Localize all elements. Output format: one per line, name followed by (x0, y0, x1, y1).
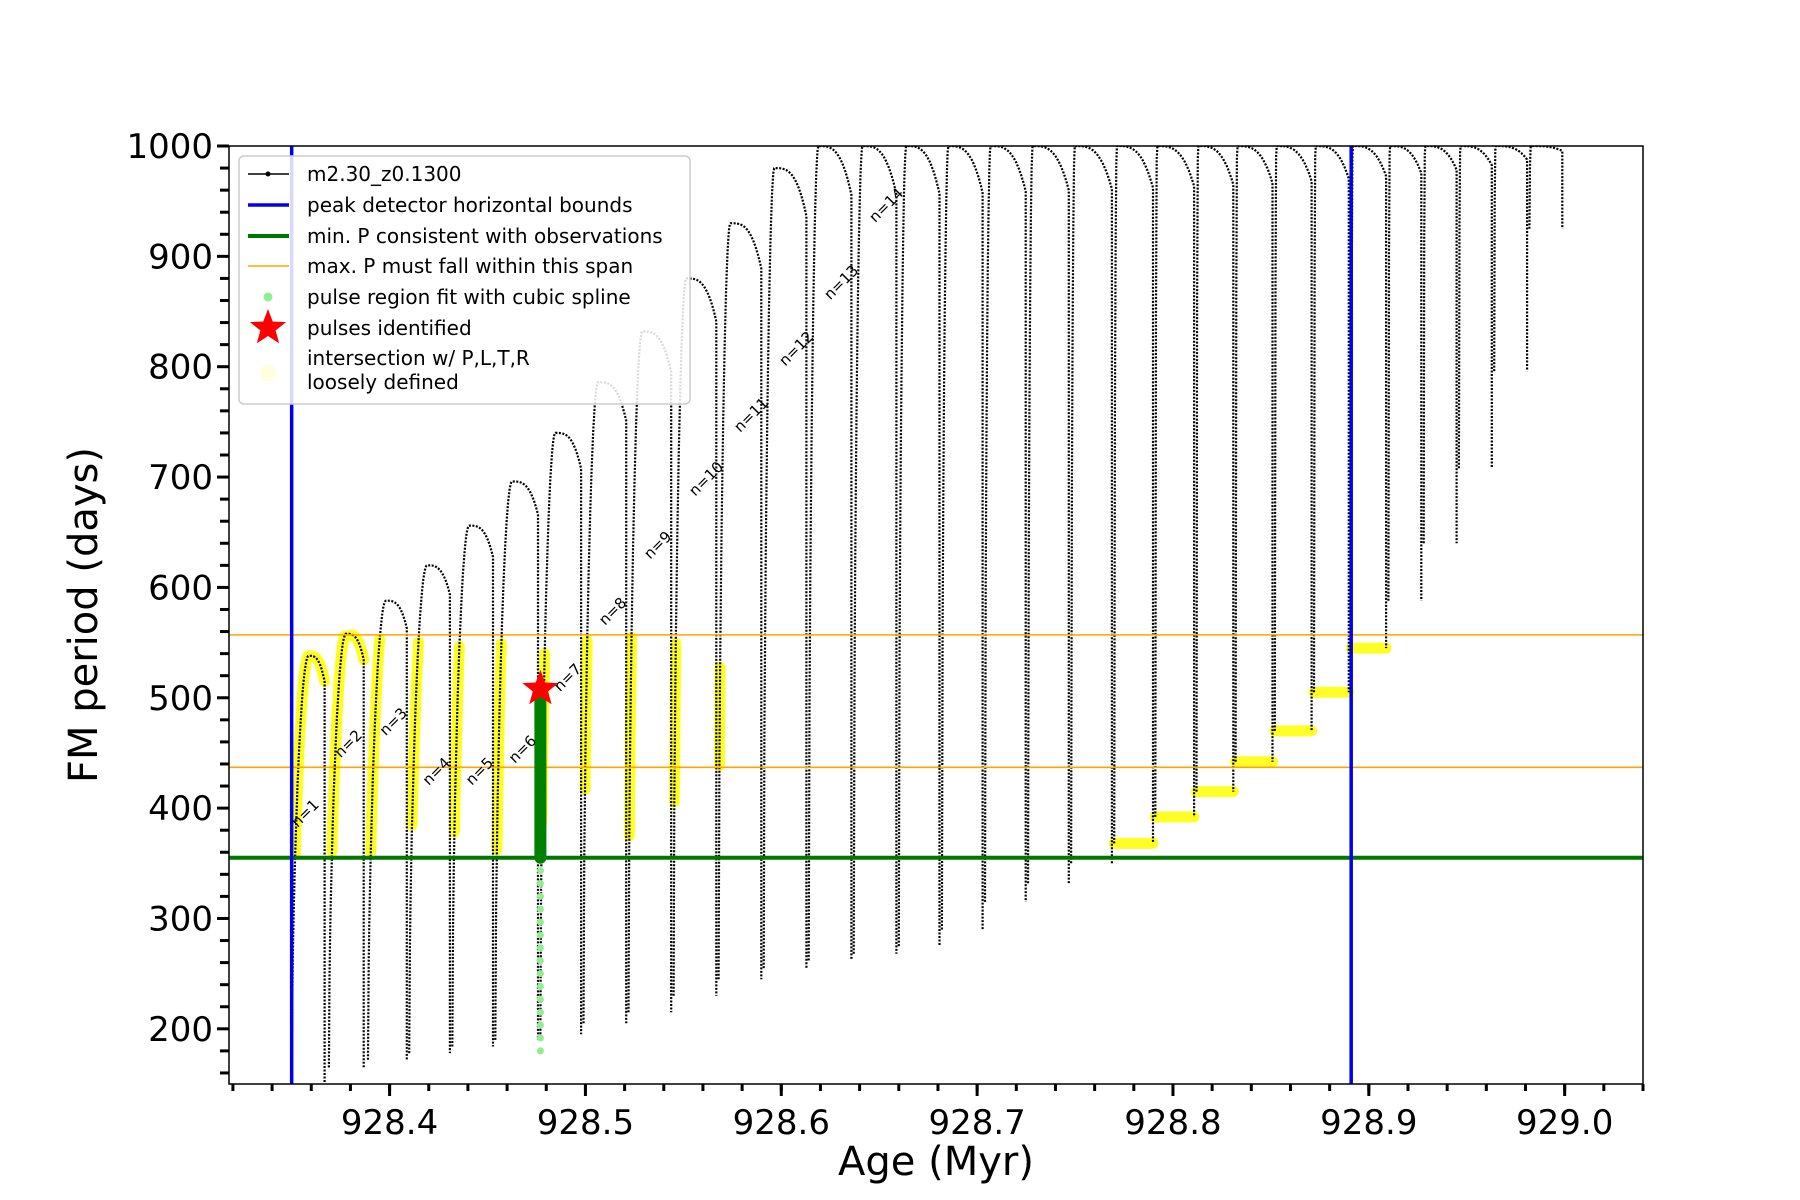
x-tick-label-3: 928.6 (733, 1103, 830, 1143)
pulses-identified-layer (522, 669, 559, 705)
y-tick-label-4: 500 (148, 679, 213, 719)
legend-spline-marker (263, 292, 273, 302)
legend-label-minp: min. P consistent with observations (307, 224, 663, 248)
pulse-label-11: n=11 (730, 394, 772, 436)
legend-label-pulses: pulses identified (307, 316, 472, 340)
track-pulse-2 (327, 632, 365, 1068)
spline-point-13 (536, 892, 544, 900)
track-pulse-14 (852, 146, 898, 954)
legend-box (238, 155, 691, 405)
x-axis-title: Age (Myr) (838, 1139, 1034, 1185)
legend-intersection-marker (259, 364, 277, 382)
pulse-label-14: n=14 (865, 184, 907, 226)
legend-label-intersection-line2: loosely defined (307, 370, 459, 394)
track-pulse-23 (1234, 146, 1274, 762)
track-pulse-19 (1069, 146, 1114, 864)
legend-star-marker (249, 309, 287, 344)
legend-label-track: m2.30_z0.1300 (307, 162, 462, 186)
y-axis-title: FM period (days) (61, 447, 107, 783)
x-tick-label-1: 928.4 (341, 1103, 438, 1143)
y-tick-label-8: 900 (148, 237, 213, 277)
pulse-label-8: n=8 (595, 594, 630, 629)
spline-point-4 (536, 1008, 544, 1016)
track-pulse-24 (1273, 146, 1313, 731)
axes: 928.4 928.5 928.6 928.7 928.8 928.9 929.0 200 30… (126, 127, 1645, 1143)
track-pulse-28 (1422, 146, 1458, 544)
legend-label-intersection: intersection w/ P,L,T,R loosely defined (307, 346, 536, 394)
y-tick-label-5: 600 (148, 568, 213, 608)
pulse-label-5: n=5 (462, 754, 497, 789)
track-pulse-4 (408, 564, 451, 1054)
spline-point-2 (536, 1034, 544, 1042)
spline-point-11 (536, 918, 544, 926)
pulse-label-4: n=4 (419, 754, 454, 789)
track-pulse-11 (717, 222, 763, 980)
y-tick-label-7: 800 (148, 348, 213, 388)
x-tick-label-4: 928.7 (928, 1103, 1025, 1143)
x-tick-label-7: 929.0 (1516, 1103, 1613, 1143)
y-tick-label-1: 200 (148, 1010, 213, 1050)
track-pulse-1 (290, 654, 326, 1084)
track-pulse-21 (1154, 146, 1196, 817)
spline-point-3 (536, 1021, 544, 1029)
track-pulse-31 (1528, 146, 1564, 229)
track-pulse-30 (1493, 146, 1529, 372)
x-tick-label-2: 928.5 (537, 1103, 634, 1143)
pulse-label-13: n=13 (820, 261, 862, 303)
legend-label-intersection-line1: intersection w/ P,L,T,R (307, 346, 530, 370)
spline-point-10 (536, 931, 544, 939)
track-pulse-29 (1457, 146, 1493, 469)
track-pulse-13 (807, 146, 853, 961)
spline-point-8 (536, 957, 544, 965)
track-pulse-27 (1387, 146, 1423, 601)
pulse-label-7: n=7 (550, 660, 585, 695)
track-pulse-18 (1026, 146, 1070, 884)
y-tick-label-3: 400 (148, 789, 213, 829)
spline-region-layer (534, 693, 547, 1055)
track-pulse-7 (539, 431, 583, 1035)
pulse-label-12: n=12 (775, 328, 817, 370)
legend: m2.30_z0.1300 peak detector horizontal b… (238, 155, 691, 405)
y-tick-label-9: 1000 (126, 127, 213, 167)
track-pulse-12 (762, 167, 808, 969)
track-pulse-26 (1350, 146, 1388, 649)
track-pulse-15 (897, 146, 941, 947)
spline-point-5 (536, 995, 544, 1003)
spline-point-14 (536, 880, 544, 888)
spline-point-6 (536, 983, 544, 991)
track-pulse-6 (494, 480, 540, 1040)
spline-point-12 (536, 905, 544, 913)
plot-frame (228, 145, 1644, 1085)
y-tick-label-2: 300 (148, 899, 213, 939)
legend-track-marker (265, 171, 271, 177)
track-pulse-3 (366, 599, 408, 1060)
pulse-label-10: n=10 (685, 458, 727, 500)
track-pulse-22 (1195, 146, 1235, 792)
track-pulse-16 (940, 146, 984, 930)
track-pulse-25 (1312, 146, 1350, 693)
legend-label-spline: pulse region fit with cubic spline (307, 285, 631, 309)
spline-point-9 (536, 944, 544, 952)
pulse-label-9: n=9 (640, 528, 675, 563)
y-tick-label-6: 700 (148, 458, 213, 498)
pulse-identified-star-1 (522, 669, 559, 705)
legend-label-maxp: max. P must fall within this span (307, 254, 633, 278)
track-pulse-20 (1113, 146, 1155, 844)
x-tick-label-5: 928.8 (1124, 1103, 1221, 1143)
track-pulse-17 (983, 146, 1027, 902)
spline-point-1 (536, 1047, 544, 1055)
x-tick-label-6: 928.9 (1320, 1103, 1417, 1143)
spline-point-7 (536, 970, 544, 978)
track-pulse-5 (451, 524, 495, 1047)
spline-point-15 (536, 867, 544, 875)
legend-label-bounds: peak detector horizontal bounds (307, 193, 633, 217)
intersection-highlight-9 (623, 632, 637, 842)
